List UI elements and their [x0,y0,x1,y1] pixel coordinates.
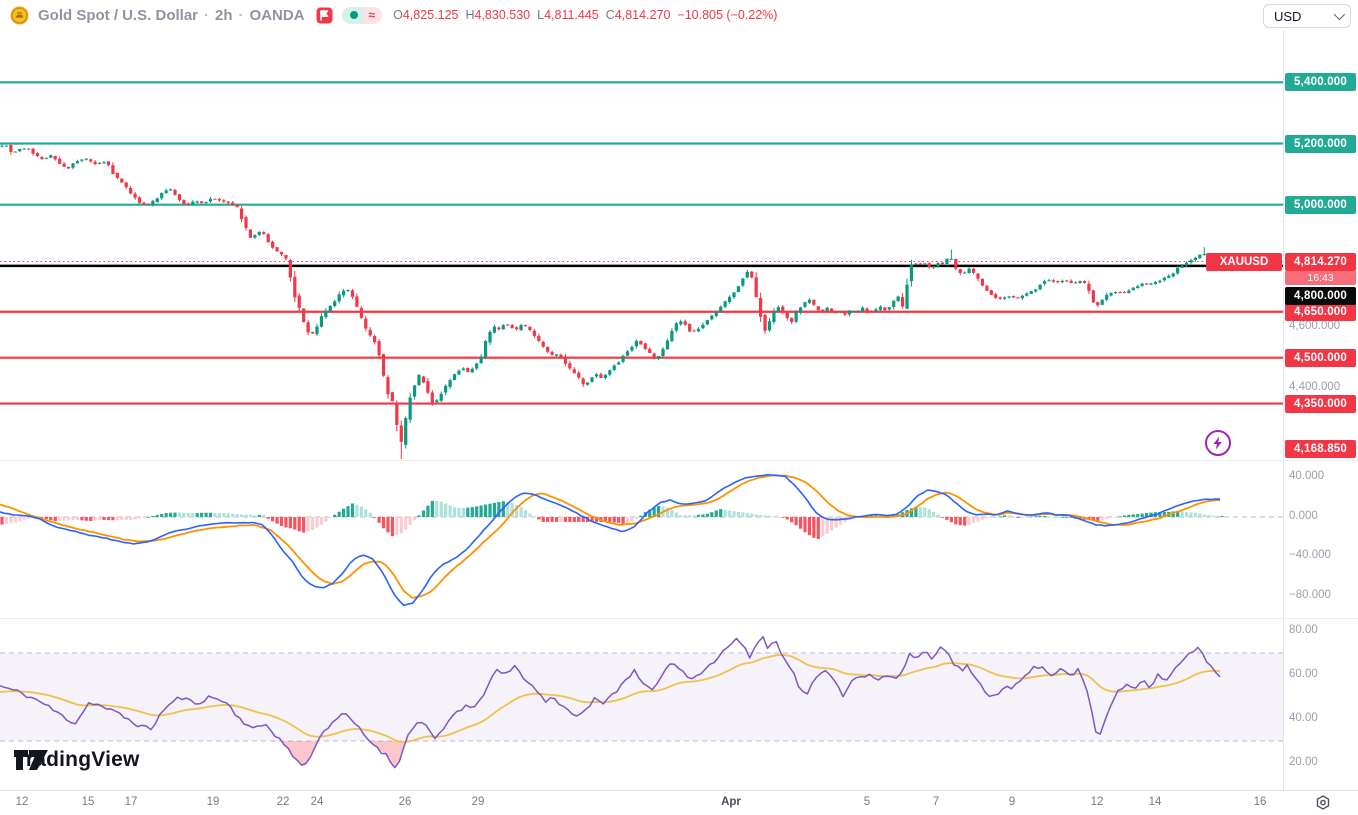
level-badge-5400: 5,400.000 [1285,73,1356,92]
delayed-data-icon: ≈ [363,6,383,24]
macd-axis-label: 40.000 [1289,470,1325,483]
time-label-9: 9 [1008,796,1016,808]
time-label-16: 16 [1253,796,1267,808]
close-value: 4,814.270 [614,8,671,22]
time-label-5: 5 [863,796,871,808]
level-badge-4500: 4,500.000 [1285,348,1356,367]
time-label-14: 14 [1148,796,1162,808]
market-open-dot-icon [341,6,364,24]
symbol-title[interactable]: Gold Spot / U.S. Dollar · 2h · OANDA [38,7,305,24]
macd-axis-label: −80.000 [1289,588,1331,601]
currency-selector[interactable]: USD [1263,4,1351,28]
market-status-pill[interactable]: ≈ [341,6,383,24]
level-badge-4650: 4,650.000 [1285,302,1356,321]
macd-axis-label: 0.000 [1289,509,1318,522]
macd-axis-label: −40.000 [1289,549,1331,562]
time-label-Apr: Apr [721,796,741,808]
close-label: C [605,8,615,22]
open-value: 4,825.125 [402,8,459,22]
time-label-17: 17 [124,796,138,808]
chevron-down-icon [1333,8,1346,21]
low-value: 4,811.445 [544,8,599,22]
level-badge-5000: 5,000.000 [1285,195,1356,214]
change-value: −10.805 (−0.22%) [677,8,778,22]
time-label-26: 26 [398,796,412,808]
lightning-icon [1213,436,1222,450]
time-label-12: 12 [15,796,29,808]
rsi-axis-label: 60.00 [1289,667,1318,680]
high-label: H [465,8,475,22]
tradingview-logo[interactable]: TradingView [14,748,140,772]
pane-separator[interactable] [0,460,1358,461]
low-level-badge: 4,168.850 [1285,439,1356,458]
rsi-axis-label: 40.00 [1289,711,1318,724]
chart-header: Gold Spot / U.S. Dollar · 2h · OANDA ≈ O… [0,0,1268,30]
time-label-19: 19 [206,796,220,808]
bar-countdown: 16:43 [1285,270,1356,285]
time-axis[interactable]: 12 15 17 19 22 24 26 29 Apr 5 7 9 12 14 16 [0,790,1358,815]
axis-label-4400: 4,400.000 [1289,381,1341,394]
price-axis-border [1283,30,1284,790]
ohlc-readout: O4,825.125 H4,830.530 L4,811.445 C4,814.… [393,8,777,22]
rsi-pane[interactable] [0,618,1283,790]
high-value: 4,830.530 [474,8,531,22]
separator-dot: · [204,6,210,24]
level-badge-4800: 4,800.000 [1285,287,1356,305]
level-badge-4350: 4,350.000 [1285,394,1356,413]
last-price-badge: 4,814.270 [1285,252,1356,271]
symbol-price-tag: XAUUSD [1206,252,1282,271]
separator-dot: · [238,6,244,24]
time-label-22: 22 [276,796,290,808]
time-label-12: 12 [1090,796,1104,808]
macd-pane[interactable] [0,460,1283,618]
tradingview-mark-icon [14,750,48,770]
time-label-15: 15 [81,796,95,808]
symbol-name[interactable]: Gold Spot / U.S. Dollar [38,6,199,24]
interval-value[interactable]: 2h [215,6,233,24]
currency-value: USD [1274,8,1302,24]
low-label: L [537,8,545,22]
pane-separator[interactable] [0,618,1358,619]
exchange-name[interactable]: OANDA [249,6,305,24]
main-price-pane[interactable] [0,30,1283,460]
time-label-24: 24 [310,796,324,808]
flag-icon[interactable] [316,7,333,24]
gold-coin-icon [10,6,29,25]
hexagon-settings-icon[interactable] [1314,794,1334,814]
open-label: O [393,8,403,22]
time-label-7: 7 [932,796,940,808]
rsi-axis-label: 80.00 [1289,623,1318,636]
time-label-29: 29 [471,796,485,808]
axis-label-4600: 4,600.000 [1289,320,1341,333]
rsi-axis-label: 20.00 [1289,755,1318,768]
level-badge-5200: 5,200.000 [1285,134,1356,153]
instant-trade-button[interactable] [1205,430,1231,456]
